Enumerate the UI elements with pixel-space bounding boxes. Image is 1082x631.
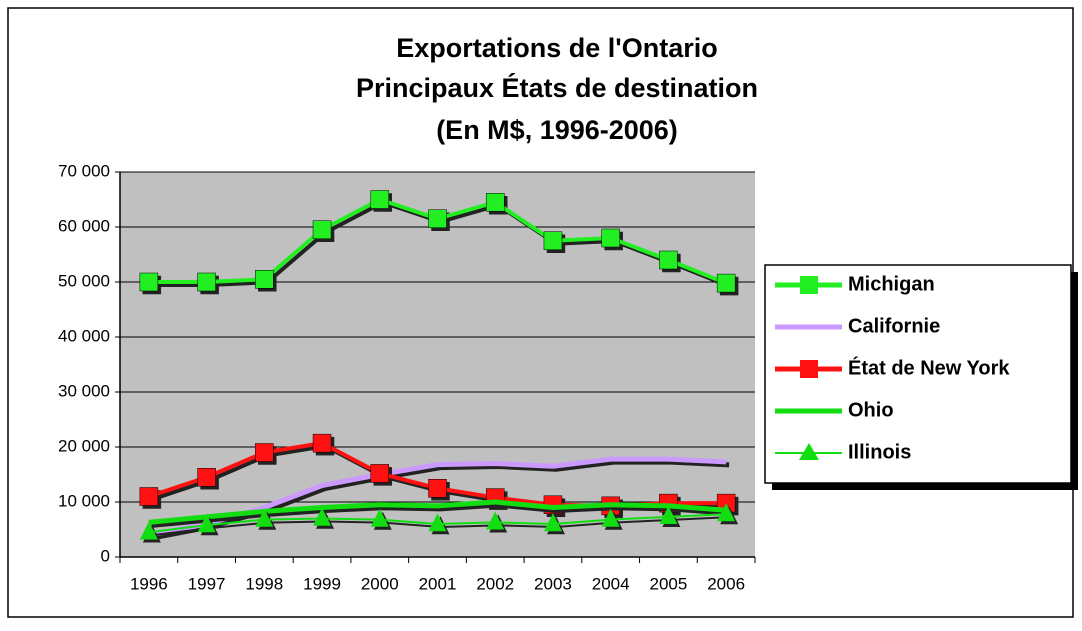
marker xyxy=(313,507,332,526)
chart-title: Principaux États de destination xyxy=(356,72,758,103)
y-tick-label: 40 000 xyxy=(58,326,110,345)
x-tick-label: 1999 xyxy=(303,574,341,593)
legend-symbol xyxy=(800,360,818,378)
marker xyxy=(428,209,447,228)
marker xyxy=(659,506,678,525)
marker xyxy=(659,250,678,270)
x-tick-label: 2001 xyxy=(419,574,457,593)
marker xyxy=(312,433,332,453)
y-tick-label: 50 000 xyxy=(58,271,110,290)
y-tick-label: 0 xyxy=(101,546,110,565)
legend-symbol xyxy=(799,443,819,460)
marker xyxy=(197,272,216,292)
marker xyxy=(255,270,274,289)
y-tick-label: 60 000 xyxy=(58,216,110,235)
marker xyxy=(197,468,216,487)
series xyxy=(139,503,736,540)
marker xyxy=(139,487,159,506)
marker xyxy=(139,272,159,292)
marker xyxy=(601,508,620,527)
legend-label: Californie xyxy=(848,315,940,337)
legend-symbol xyxy=(800,276,818,294)
y-tick-label: 10 000 xyxy=(58,491,110,510)
marker xyxy=(543,513,562,532)
legend-label: État de New York xyxy=(848,356,1010,379)
marker xyxy=(370,190,390,209)
marker xyxy=(428,513,447,532)
x-tick-label: 2004 xyxy=(592,574,630,593)
y-tick-label: 30 000 xyxy=(58,381,110,400)
x-tick-label: 2005 xyxy=(649,574,687,593)
marker xyxy=(197,514,216,533)
legend-marker xyxy=(800,276,818,294)
x-tick-label: 1998 xyxy=(245,574,283,593)
x-tick-label: 2000 xyxy=(361,574,399,593)
marker xyxy=(255,508,274,527)
x-tick-label: 2003 xyxy=(534,574,572,593)
marker xyxy=(255,443,274,462)
chart-title: Exportations de l'Ontario xyxy=(396,33,717,63)
x-tick-label: 1996 xyxy=(130,574,168,593)
legend-label: Michigan xyxy=(848,273,935,295)
y-tick-label: 70 000 xyxy=(58,161,110,180)
x-tick-label: 2006 xyxy=(707,574,745,593)
marker xyxy=(139,521,158,540)
marker xyxy=(370,508,389,527)
marker xyxy=(485,193,505,212)
x-tick-label: 1997 xyxy=(188,574,226,593)
x-tick-label: 2002 xyxy=(476,574,514,593)
marker xyxy=(716,273,736,293)
marker xyxy=(543,231,563,250)
series xyxy=(148,499,727,525)
chart-title: (En M$, 1996-2006) xyxy=(436,115,678,145)
legend-label: Illinois xyxy=(848,441,911,463)
marker xyxy=(486,511,505,530)
y-tick-label: 20 000 xyxy=(58,436,110,455)
marker xyxy=(428,479,447,498)
legend-label: Ohio xyxy=(848,399,894,421)
marker xyxy=(717,503,736,522)
series xyxy=(139,190,736,293)
marker xyxy=(312,220,332,239)
marker xyxy=(370,464,390,483)
legend-marker xyxy=(800,360,818,378)
legend-marker xyxy=(799,443,819,460)
marker xyxy=(601,228,620,248)
series-line xyxy=(148,499,727,525)
